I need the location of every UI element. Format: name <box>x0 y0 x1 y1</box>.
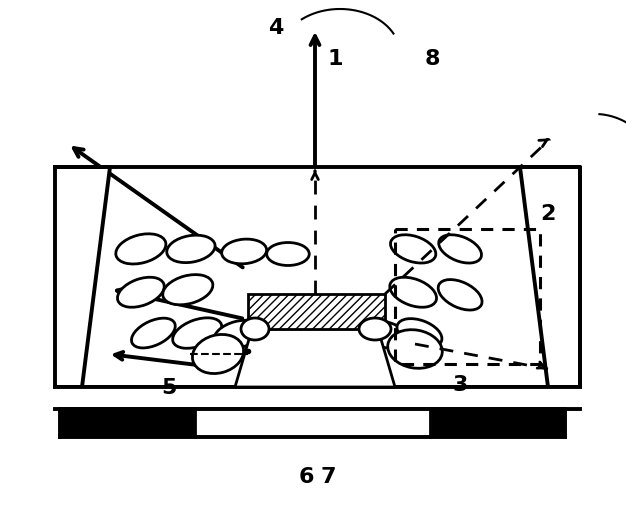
Polygon shape <box>195 409 430 437</box>
Polygon shape <box>520 167 580 387</box>
Ellipse shape <box>292 323 334 347</box>
Ellipse shape <box>167 236 215 263</box>
Ellipse shape <box>256 323 301 347</box>
Ellipse shape <box>359 318 391 341</box>
Ellipse shape <box>241 318 269 341</box>
Ellipse shape <box>391 235 436 264</box>
Ellipse shape <box>222 240 267 264</box>
Ellipse shape <box>116 234 166 265</box>
Bar <box>248 294 385 329</box>
Polygon shape <box>60 409 195 437</box>
Polygon shape <box>55 387 580 409</box>
Ellipse shape <box>267 243 309 266</box>
Ellipse shape <box>362 321 408 349</box>
Text: 7: 7 <box>321 466 336 486</box>
Ellipse shape <box>439 235 481 264</box>
Text: 6: 6 <box>299 466 314 486</box>
Ellipse shape <box>118 278 164 307</box>
Text: 5: 5 <box>162 377 177 397</box>
Ellipse shape <box>214 321 262 349</box>
Ellipse shape <box>397 319 442 348</box>
Text: 1: 1 <box>327 48 342 69</box>
Ellipse shape <box>192 335 244 374</box>
Ellipse shape <box>387 330 443 369</box>
Ellipse shape <box>173 318 222 349</box>
Ellipse shape <box>438 280 482 310</box>
Bar <box>395 230 540 364</box>
Ellipse shape <box>325 323 370 347</box>
Polygon shape <box>430 409 565 437</box>
Ellipse shape <box>131 319 175 348</box>
Ellipse shape <box>163 275 213 305</box>
Polygon shape <box>235 329 395 387</box>
Ellipse shape <box>390 278 436 307</box>
Text: 8: 8 <box>424 48 439 69</box>
Polygon shape <box>55 167 110 387</box>
Text: 3: 3 <box>453 374 468 394</box>
Text: 2: 2 <box>540 204 555 224</box>
Text: 4: 4 <box>268 18 283 38</box>
